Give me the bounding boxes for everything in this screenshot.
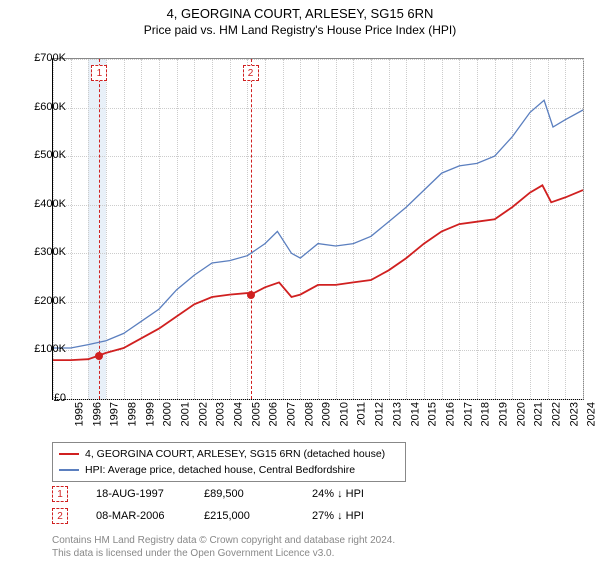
x-tick-label: 1997	[109, 402, 121, 426]
transaction-marker-icon: 2	[52, 508, 68, 524]
transaction-delta: 27% ↓ HPI	[312, 510, 392, 522]
x-tick-label: 2017	[462, 402, 474, 426]
y-tick-label: £0	[20, 392, 66, 404]
chart-subtitle: Price paid vs. HM Land Registry's House …	[0, 23, 600, 37]
series-svg	[53, 59, 583, 399]
chart-container: 4, GEORGINA COURT, ARLESEY, SG15 6RN Pri…	[0, 6, 600, 566]
transaction-date: 18-AUG-1997	[96, 488, 176, 500]
x-tick-label: 1999	[144, 402, 156, 426]
x-tick-label: 2024	[586, 402, 598, 426]
x-tick-label: 2013	[391, 402, 403, 426]
legend-row: HPI: Average price, detached house, Cent…	[59, 462, 399, 478]
x-tick-label: 2009	[321, 402, 333, 426]
y-tick-label: £200K	[20, 295, 66, 307]
event-point-dot	[95, 352, 103, 360]
legend-row: 4, GEORGINA COURT, ARLESEY, SG15 6RN (de…	[59, 446, 399, 462]
legend-swatch	[59, 453, 79, 455]
disclaimer-line: This data is licensed under the Open Gov…	[52, 547, 395, 560]
x-tick-label: 2001	[179, 402, 191, 426]
disclaimer-line: Contains HM Land Registry data © Crown c…	[52, 534, 395, 547]
transaction-price: £89,500	[204, 488, 284, 500]
x-tick-label: 2005	[250, 402, 262, 426]
transaction-date: 08-MAR-2006	[96, 510, 176, 522]
transaction-delta: 24% ↓ HPI	[312, 488, 392, 500]
legend-swatch	[59, 469, 79, 471]
y-tick-label: £600K	[20, 101, 66, 113]
legend: 4, GEORGINA COURT, ARLESEY, SG15 6RN (de…	[52, 442, 406, 482]
x-tick-label: 2010	[338, 402, 350, 426]
x-tick-label: 2011	[355, 402, 367, 426]
event-point-dot	[247, 291, 255, 299]
x-tick-label: 2004	[232, 402, 244, 426]
transaction-row: 1 18-AUG-1997 £89,500 24% ↓ HPI	[52, 486, 392, 502]
x-tick-label: 2008	[303, 402, 315, 426]
y-tick-label: £300K	[20, 246, 66, 258]
series-line-hpi	[53, 100, 583, 348]
x-tick-label: 1996	[91, 402, 103, 426]
x-tick-label: 2018	[480, 402, 492, 426]
series-line-price_paid	[53, 185, 583, 360]
legend-label: HPI: Average price, detached house, Cent…	[85, 462, 355, 478]
x-tick-label: 1995	[73, 402, 85, 426]
y-tick-label: £400K	[20, 198, 66, 210]
x-tick-label: 1998	[126, 402, 138, 426]
y-tick-label: £500K	[20, 149, 66, 161]
x-tick-label: 2021	[533, 402, 545, 426]
x-tick-label: 2020	[515, 402, 527, 426]
x-tick-label: 2023	[568, 402, 580, 426]
y-tick-label: £700K	[20, 52, 66, 64]
x-tick-label: 2016	[444, 402, 456, 426]
legend-label: 4, GEORGINA COURT, ARLESEY, SG15 6RN (de…	[85, 446, 385, 462]
x-tick-label: 2019	[497, 402, 509, 426]
x-tick-label: 2007	[285, 402, 297, 426]
y-tick-label: £100K	[20, 343, 66, 355]
x-tick-label: 2002	[197, 402, 209, 426]
x-tick-label: 2012	[374, 402, 386, 426]
transaction-table: 1 18-AUG-1997 £89,500 24% ↓ HPI 2 08-MAR…	[52, 486, 392, 530]
plot-area: 12	[52, 58, 584, 400]
x-tick-label: 2006	[268, 402, 280, 426]
x-tick-label: 2015	[427, 402, 439, 426]
chart-title: 4, GEORGINA COURT, ARLESEY, SG15 6RN	[0, 6, 600, 21]
transaction-price: £215,000	[204, 510, 284, 522]
x-tick-label: 2000	[162, 402, 174, 426]
disclaimer: Contains HM Land Registry data © Crown c…	[52, 534, 395, 560]
transaction-row: 2 08-MAR-2006 £215,000 27% ↓ HPI	[52, 508, 392, 524]
x-tick-label: 2014	[409, 402, 421, 426]
transaction-marker-icon: 1	[52, 486, 68, 502]
x-tick-label: 2022	[550, 402, 562, 426]
x-tick-label: 2003	[215, 402, 227, 426]
